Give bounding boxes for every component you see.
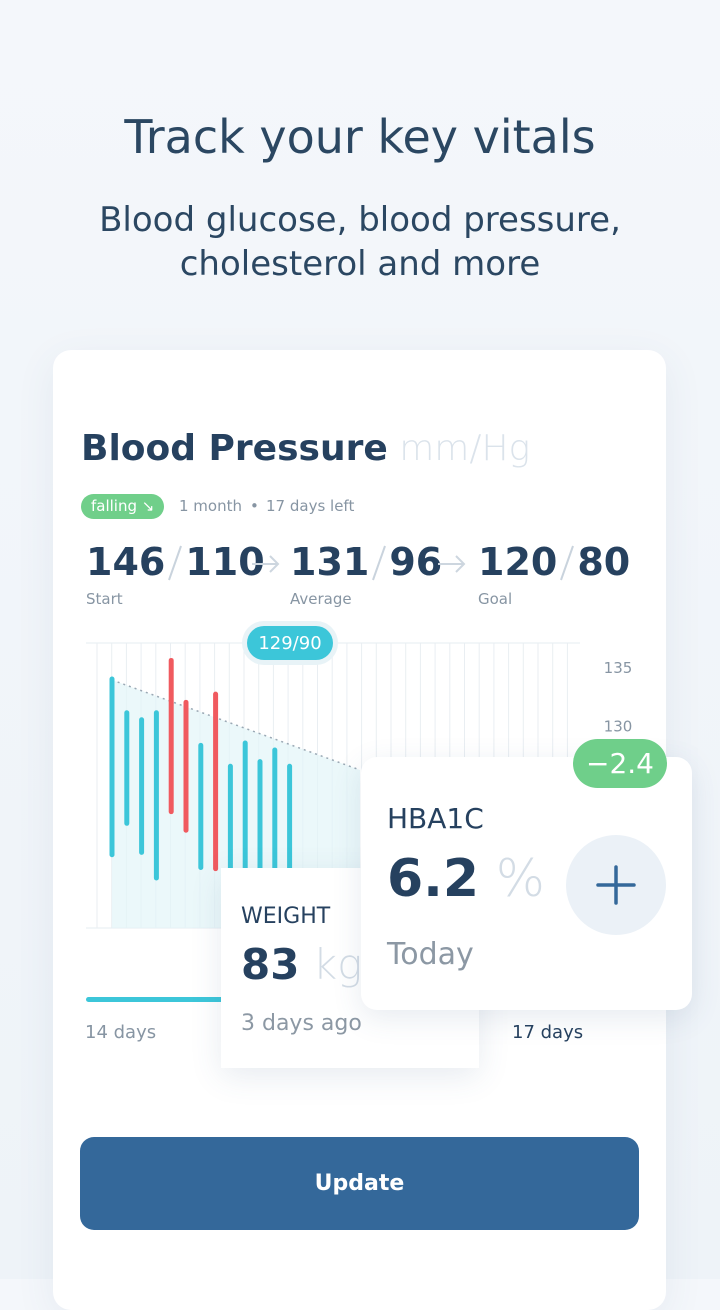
x-start-label: 14 days: [85, 1022, 156, 1043]
subtitle-line: Blood glucose, blood pressure,: [99, 200, 621, 240]
slash: [560, 545, 575, 581]
dot: •: [250, 497, 259, 515]
progress: [86, 997, 226, 1002]
trend-badge: falling ↘: [81, 494, 165, 519]
update-button[interactable]: Update: [80, 1137, 639, 1230]
weight-value: 83: [241, 940, 300, 989]
weight-value-row: 83 kg: [241, 940, 362, 989]
remaining: 17 days left: [266, 497, 355, 515]
stat-label: Average: [290, 590, 352, 608]
hba1c-value: 6.2: [387, 849, 480, 909]
stat-goal: 120 80: [478, 540, 630, 584]
tooltip: [247, 626, 333, 660]
page: {"header": {"title": "Track your key vit…: [0, 0, 720, 1279]
weight-when: 3 days ago: [241, 1011, 362, 1036]
hba1c-card: HBA1C 6.2 % Today: [361, 757, 692, 1010]
systolic: 146: [86, 540, 166, 584]
subtitle-line: cholesterol and more: [179, 244, 541, 284]
diastolic: 80: [577, 540, 631, 584]
systolic: 120: [478, 540, 558, 584]
stat-label: Start: [86, 590, 123, 608]
y-tick-label: 130: [604, 717, 633, 735]
trend-area: [112, 680, 360, 928]
systolic: 131: [290, 540, 370, 584]
hba1c-label: HBA1C: [387, 802, 484, 835]
stat-label: Goal: [478, 590, 513, 608]
hba1c-value-row: 6.2 %: [387, 849, 545, 909]
y-tick-label: 135: [604, 659, 633, 677]
metric-name: Blood Pressure: [81, 428, 388, 469]
metric-unit: mm/Hg: [399, 428, 531, 469]
tooltip-text: 129/90: [258, 633, 321, 654]
hba1c-unit: %: [495, 849, 546, 909]
weight-label: WEIGHT: [241, 904, 331, 929]
weight-unit: kg: [312, 940, 363, 989]
hba1c-when: Today: [387, 937, 474, 972]
subtitle: Blood glucose, blood pressure, cholester…: [0, 198, 720, 286]
chart: 14 days 17 days 129/90 135 130: [85, 621, 633, 1043]
slash: [372, 545, 387, 581]
add-button[interactable]: [565, 834, 667, 936]
stat-average: 131 96: [290, 540, 442, 584]
diastolic: 110: [185, 540, 265, 584]
title: Track your key vitals: [124, 110, 596, 164]
stat-start: 146 110: [86, 540, 265, 584]
x-end-label: 17 days: [512, 1022, 583, 1043]
period: 1 month: [179, 497, 242, 515]
slash: [168, 545, 183, 581]
diastolic: 96: [389, 540, 443, 584]
arrow: [438, 555, 466, 573]
arrow: [252, 555, 280, 573]
trend-line: [111, 679, 361, 771]
change-pill: −2.4: [573, 739, 667, 788]
card-title: Blood Pressure mm/Hg: [81, 428, 530, 469]
